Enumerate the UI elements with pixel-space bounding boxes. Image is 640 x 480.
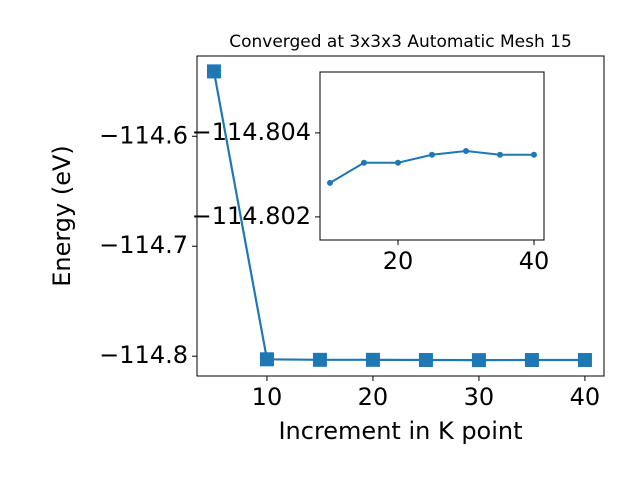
- marker: [394, 159, 401, 166]
- marker: [418, 353, 433, 368]
- x-tick-label: 20: [358, 383, 389, 411]
- marker: [463, 147, 470, 154]
- marker: [429, 151, 435, 158]
- y-tick-label: −114.802: [192, 202, 311, 230]
- y-tick-label: −114.8: [99, 341, 188, 369]
- x-tick-label: 30: [464, 383, 495, 411]
- x-tick-label: 40: [570, 383, 601, 411]
- marker: [326, 179, 333, 186]
- y-tick-label: −114.804: [192, 118, 311, 146]
- x-tick-label: 40: [519, 247, 550, 275]
- series-line: [212, 71, 585, 362]
- x-tick-label: 20: [383, 247, 414, 275]
- marker: [312, 352, 327, 367]
- marker: [206, 64, 221, 79]
- x-tick-label: 10: [252, 383, 283, 411]
- marker: [259, 352, 274, 367]
- y-tick-label: −114.7: [99, 231, 188, 259]
- marker: [360, 159, 367, 166]
- y-axis-label: Energy (eV): [48, 145, 76, 287]
- marker: [531, 151, 538, 158]
- marker: [471, 353, 486, 368]
- y-tick-label: −114.6: [99, 121, 188, 149]
- x-axis-label: Increment in K point: [278, 417, 522, 445]
- marker: [365, 352, 380, 367]
- marker: [524, 353, 539, 368]
- marker: [497, 151, 504, 158]
- marker: [577, 353, 592, 368]
- chart-title: Converged at 3x3x3 Automatic Mesh 15: [229, 32, 572, 52]
